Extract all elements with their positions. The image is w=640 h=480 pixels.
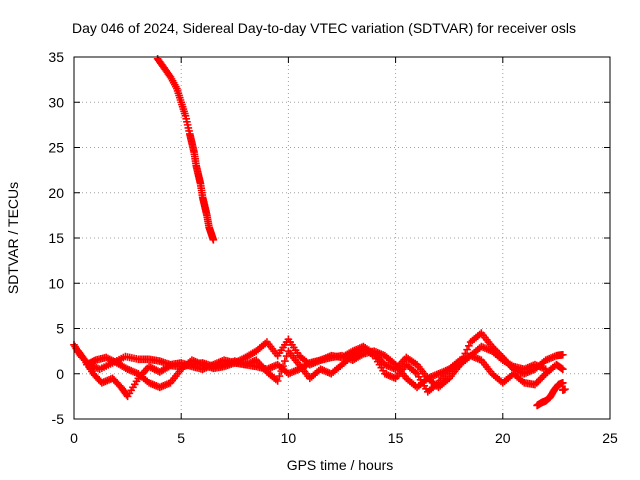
x-tick-label: 5: [177, 430, 185, 446]
y-tick-label: 15: [48, 230, 64, 246]
x-tick-label: 15: [388, 430, 404, 446]
y-tick-label: 25: [48, 140, 64, 156]
data-point: [209, 236, 218, 244]
data-point: [541, 365, 550, 374]
data-point: [559, 365, 567, 374]
x-tick-label: 10: [281, 430, 297, 446]
y-tick-label: 35: [48, 49, 64, 65]
y-tick-label: 0: [56, 366, 64, 382]
y-tick-label: 20: [48, 185, 64, 201]
y-tick-label: 10: [48, 275, 64, 291]
data-point: [559, 350, 567, 359]
data-point: [561, 385, 569, 393]
data-point: [281, 357, 289, 365]
x-tick-label: 0: [70, 430, 78, 446]
y-tick-label: 30: [48, 94, 64, 110]
chart-title: Day 046 of 2024, Sidereal Day-to-day VTE…: [72, 20, 576, 36]
data-point: [559, 379, 567, 387]
series-sat-c: [83, 342, 550, 392]
data-point: [275, 372, 284, 380]
series-sat-b: [74, 344, 567, 401]
x-tick-label: 25: [602, 430, 618, 446]
y-axis-label: SDTVAR / TECUs: [5, 182, 21, 294]
data-point: [273, 377, 282, 385]
plot-frame: [73, 56, 611, 420]
x-tick-label: 20: [495, 430, 511, 446]
y-tick-label: 5: [56, 321, 64, 337]
series-sat-f: [559, 385, 569, 394]
x-axis-label: GPS time / hours: [287, 457, 394, 473]
series-sat-d: [533, 379, 567, 410]
series-sat-e: [153, 55, 218, 244]
axis-ticks: -5 0 5 10 15 20 25 30 35 0 5 10 15 20 25: [48, 49, 618, 446]
grid: [74, 57, 610, 419]
y-tick-label: -5: [52, 411, 65, 427]
data-layer: [70, 55, 569, 410]
